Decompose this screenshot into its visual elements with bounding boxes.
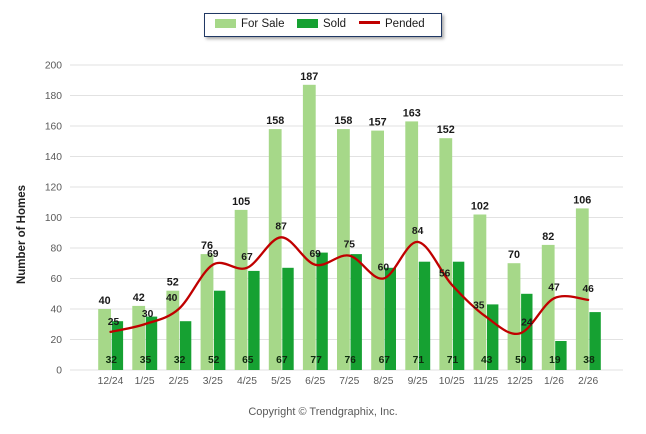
svg-text:9/25: 9/25 [408,376,428,387]
svg-text:76: 76 [344,355,356,366]
svg-text:200: 200 [45,61,62,72]
svg-text:60: 60 [51,274,63,285]
svg-text:160: 160 [45,122,62,133]
svg-text:67: 67 [241,252,253,263]
svg-text:180: 180 [45,91,62,102]
svg-text:67: 67 [276,355,288,366]
svg-text:40: 40 [166,293,178,304]
svg-text:38: 38 [583,355,595,366]
svg-text:8/25: 8/25 [373,376,393,387]
svg-text:19: 19 [549,355,561,366]
svg-text:32: 32 [106,355,118,366]
svg-text:12/25: 12/25 [507,376,533,387]
svg-text:71: 71 [413,355,425,366]
svg-text:152: 152 [437,124,455,136]
svg-text:2/26: 2/26 [578,376,598,387]
svg-text:50: 50 [515,355,527,366]
svg-text:35: 35 [473,301,485,312]
svg-text:1/26: 1/26 [544,376,564,387]
svg-text:80: 80 [51,244,63,255]
svg-text:158: 158 [334,115,352,127]
svg-text:24: 24 [521,317,533,328]
svg-text:4/25: 4/25 [237,376,257,387]
svg-text:157: 157 [369,117,387,129]
svg-text:46: 46 [582,284,594,295]
svg-text:6/25: 6/25 [305,376,325,387]
svg-text:102: 102 [471,201,489,213]
svg-text:20: 20 [51,335,63,346]
svg-text:52: 52 [208,355,220,366]
svg-text:187: 187 [300,71,318,83]
svg-text:2/25: 2/25 [169,376,189,387]
svg-text:69: 69 [207,249,219,260]
svg-text:84: 84 [412,226,424,237]
svg-text:120: 120 [45,183,62,194]
svg-text:69: 69 [309,249,321,260]
svg-text:71: 71 [447,355,459,366]
svg-text:43: 43 [481,355,493,366]
svg-text:87: 87 [275,221,287,232]
svg-text:100: 100 [45,213,62,224]
svg-text:52: 52 [167,277,179,289]
svg-text:10/25: 10/25 [439,376,465,387]
svg-text:1/25: 1/25 [135,376,155,387]
svg-text:56: 56 [439,269,451,280]
svg-text:82: 82 [542,231,554,243]
svg-text:30: 30 [142,309,154,320]
svg-text:163: 163 [403,107,421,119]
svg-text:12/24: 12/24 [98,376,124,387]
svg-text:67: 67 [379,355,391,366]
svg-text:158: 158 [266,115,284,127]
svg-text:0: 0 [56,366,62,377]
svg-text:7/25: 7/25 [339,376,359,387]
svg-text:42: 42 [133,292,145,304]
svg-text:60: 60 [378,263,390,274]
svg-text:140: 140 [45,152,62,163]
svg-text:32: 32 [174,355,186,366]
svg-text:25: 25 [108,317,120,328]
svg-text:70: 70 [508,249,520,261]
svg-text:105: 105 [232,196,250,208]
svg-text:47: 47 [548,282,560,293]
svg-text:65: 65 [242,355,254,366]
svg-text:77: 77 [310,355,322,366]
svg-text:40: 40 [51,305,63,316]
svg-text:40: 40 [99,295,111,307]
svg-text:106: 106 [573,194,591,206]
svg-text:5/25: 5/25 [271,376,291,387]
svg-text:35: 35 [140,355,152,366]
svg-text:3/25: 3/25 [203,376,223,387]
svg-text:11/25: 11/25 [473,376,498,387]
svg-text:75: 75 [344,240,356,251]
